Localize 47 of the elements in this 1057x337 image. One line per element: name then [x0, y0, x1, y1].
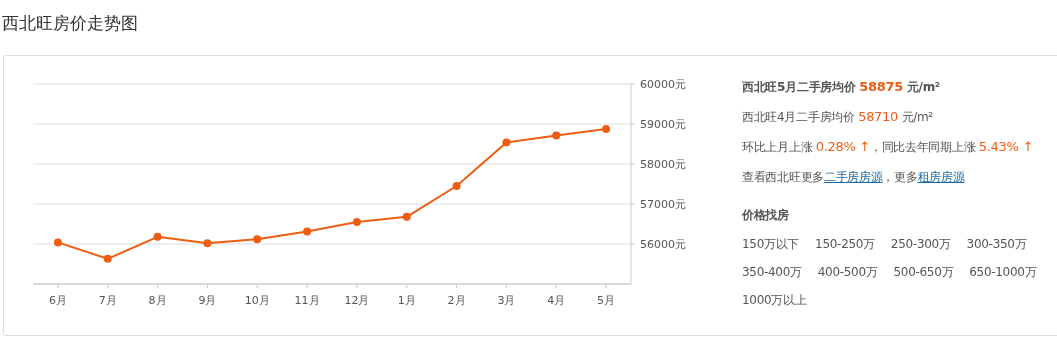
text: 150-250万	[815, 236, 875, 253]
point	[303, 227, 312, 236]
text: 环比上月上涨 0.28% ↑，同比去年同期上涨 5.43% ↑	[742, 138, 1034, 156]
text: ，更多	[882, 170, 918, 184]
point	[402, 212, 411, 221]
text: 二手房房源	[823, 170, 883, 184]
x-tick-label: 2月	[447, 294, 466, 307]
text: 400-500万	[817, 264, 878, 281]
x-tick-label: 12月	[344, 294, 370, 307]
text: 500-650万	[893, 264, 954, 281]
y-tick-label: 58000元	[640, 158, 686, 171]
x-tick-label: 1月	[397, 294, 416, 307]
text: 300-350万	[966, 236, 1027, 253]
y-tick-label: 59000元	[640, 118, 686, 131]
text: 价格找房	[742, 207, 790, 224]
point	[103, 254, 112, 263]
y-tick-label: 56000元	[640, 238, 686, 251]
point	[203, 239, 212, 248]
x-tick-label: 9月	[198, 294, 217, 307]
x-tick-label: 11月	[294, 294, 320, 307]
point	[253, 235, 262, 244]
point	[153, 232, 162, 241]
chart-title: 西北旺房价走势图	[2, 12, 138, 35]
text: 350-400万	[742, 264, 802, 281]
x-tick-label: 4月	[547, 294, 566, 307]
x-tick-label: 10月	[244, 294, 270, 307]
point	[502, 138, 511, 147]
point	[352, 218, 361, 226]
point	[53, 238, 62, 247]
y-tick-label: 60000元	[640, 78, 686, 91]
x-tick-label: 8月	[148, 294, 167, 307]
text: 西北旺4月二手房均价 58710 元/m²	[742, 108, 934, 126]
x-tick-label: 6月	[48, 294, 67, 307]
text: 250-300万	[890, 236, 951, 253]
point	[602, 125, 611, 133]
x-tick-label: 3月	[497, 294, 516, 307]
text: 租房房源	[917, 170, 965, 184]
text: 650-1000万	[969, 264, 1037, 281]
text: 查看西北旺更多	[742, 170, 824, 184]
point	[452, 182, 461, 190]
text: 1000万以上	[742, 292, 807, 309]
y-tick-label: 57000元	[640, 198, 686, 211]
text: 西北旺5月二手房均价 58875 元/m²	[742, 78, 941, 96]
x-tick-label: 5月	[597, 294, 616, 307]
point	[552, 131, 561, 140]
x-tick-label: 7月	[98, 294, 117, 307]
text: 150万以下	[742, 236, 800, 253]
